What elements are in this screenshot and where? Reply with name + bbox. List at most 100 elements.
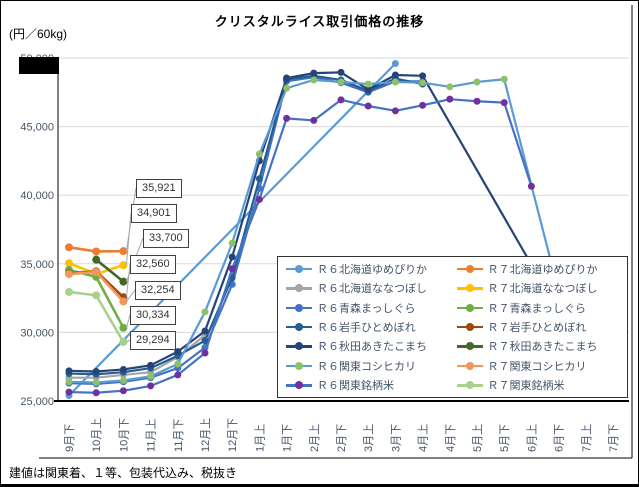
y-tick-label: 25,000 [20,396,54,408]
legend-label: Ｒ６秋田あきたこまち [317,341,427,354]
legend-label: Ｒ７秋田あきたこまち [487,341,598,354]
series-marker [419,101,427,109]
series-marker [174,360,182,368]
legend-label: Ｒ６青森まっしぐら [317,302,416,315]
legend-line-marker-icon [456,361,483,370]
series-marker [65,388,73,396]
series-marker [391,71,399,79]
series-marker [65,259,73,268]
series-marker [119,387,127,395]
legend-item: Ｒ７岩手ひとめぼれ [456,319,628,335]
legend-label: Ｒ６関東銘柄米 [317,380,394,393]
callout-leader-line [125,263,131,298]
series-marker [65,287,73,296]
series-marker [228,239,236,247]
series-marker [337,68,345,76]
y-tick-label: 30,000 [20,327,54,339]
legend-line-marker-icon [456,342,483,351]
data-label-callout: 32,560 [130,255,176,274]
x-tick-label: 7月上 [580,424,593,452]
series-marker [419,72,427,80]
chart-title: クリスタルライス取引価格の推移 [214,14,425,29]
legend-line-marker-icon [286,303,312,312]
x-tick-label: 5月上 [471,424,484,452]
series-line [68,290,125,343]
series-marker [310,116,318,124]
legend-item: Ｒ６北海道ゆめぴりか [286,261,457,277]
legend-item: Ｒ７北海道ゆめぴりか [456,261,628,277]
x-tick-label: 2月下 [336,424,348,452]
series-line [68,74,423,376]
x-tick-label: 4月上 [417,424,430,452]
data-label-callout: 33,700 [143,229,189,248]
legend-item: Ｒ６関東コシヒカリ [286,358,457,374]
series-marker [364,102,372,110]
series-marker [473,97,481,105]
x-tick-label: 3月下 [390,424,402,452]
y-axis-unit-label: (円／60kg) [9,27,68,41]
series-marker [283,114,291,122]
x-tick-label: 2月上 [308,424,321,452]
series-marker [92,378,100,386]
series-marker [92,255,101,264]
series-marker [92,368,100,376]
callout-leader-line [125,314,131,328]
y-tick-label: 35,000 [20,259,54,271]
legend-item: Ｒ６岩手ひとめぼれ [286,319,457,335]
series-marker [446,83,454,91]
legend-line-marker-icon [456,381,483,390]
series-marker [147,382,155,390]
callout-leader-line [125,289,136,302]
redacted-black-bar [19,57,59,74]
series-marker [283,74,291,82]
series-marker [201,308,209,316]
legend-item: Ｒ７青森まっしぐら [456,300,628,316]
series-marker [201,327,209,335]
series-line [95,258,125,283]
series-marker [92,291,101,300]
series-marker [119,247,128,256]
series-line [68,78,560,384]
footnote: 建値は関東着、１等、包装代込み、税抜き [9,466,238,480]
legend-label: Ｒ６岩手ひとめぼれ [317,321,416,334]
legend-line-marker-icon [286,361,312,370]
x-tick-label: 4月下 [445,424,457,452]
x-tick-label: 3月上 [362,424,375,452]
legend-label: Ｒ７青森まっしぐら [487,302,587,315]
series-marker [65,243,73,252]
series-marker [119,261,128,270]
legend-label: Ｒ７関東銘柄米 [487,380,565,393]
series-marker [391,78,399,86]
series-marker [119,365,127,373]
data-label-callout: 34,901 [131,204,177,223]
series-marker [119,376,127,384]
x-tick-label: 11月下 [173,419,185,452]
x-tick-label: 1月上 [253,424,266,452]
data-label-callout: 30,334 [130,306,176,325]
series-marker [119,297,128,306]
series-marker [147,372,155,380]
x-tick-label: 10月下 [118,418,130,452]
series-marker [119,323,128,332]
data-label-callout: 35,921 [136,179,182,198]
series-marker [201,337,209,345]
x-tick-label: 7月下 [608,424,620,452]
x-tick-label: 10月上 [90,418,103,452]
series-marker [473,78,481,86]
callout-leader-line [125,212,132,266]
legend-label: Ｒ７北海道ゆめぴりか [487,263,598,276]
series-marker [174,348,182,356]
legend-label: Ｒ７北海道ななつぼし [487,283,598,296]
legend-line-marker-icon [286,264,312,273]
legend-label: Ｒ７関東コシヒカリ [487,360,587,373]
legend-label: Ｒ６関東コシヒカリ [317,360,416,373]
legend-item: Ｒ７秋田あきたこまち [456,338,628,354]
series-marker [419,79,427,87]
series-marker [201,349,209,357]
x-tick-label: 6月下 [554,424,566,452]
legend-line-marker-icon [286,342,312,351]
legend-item: Ｒ７関東銘柄米 [456,377,628,393]
legend-item: Ｒ６関東銘柄米 [286,377,457,393]
legend-label: Ｒ６北海道ななつぼし [317,283,427,296]
series-marker [310,76,318,84]
